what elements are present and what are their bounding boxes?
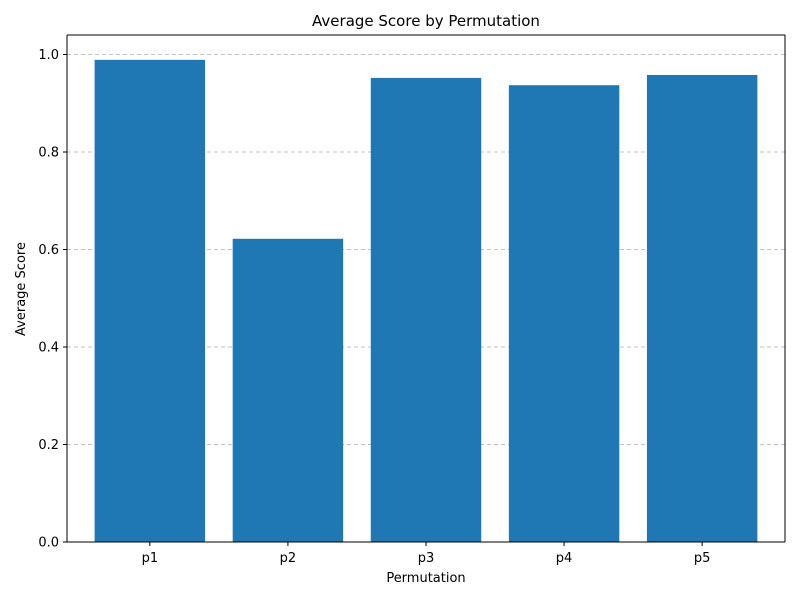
y-tick-label: 0.8 <box>38 146 59 161</box>
y-tick-label: 0.6 <box>38 243 59 258</box>
y-tick-label: 0.2 <box>38 438 59 453</box>
bars <box>94 59 758 543</box>
bar-p5 <box>646 74 758 542</box>
axes <box>66 34 786 543</box>
bar-p3 <box>370 77 482 543</box>
y-ticks: 0.0 0.2 0.4 0.6 0.8 1.0 <box>38 48 67 551</box>
bar-p1 <box>94 59 206 543</box>
bar-p4 <box>508 85 620 543</box>
x-tick-label: p5 <box>694 551 711 566</box>
bar-p2 <box>232 238 344 542</box>
x-axis-label: Permutation <box>386 571 465 586</box>
y-tick-label: 0.4 <box>38 341 59 356</box>
y-tick-label: 0.0 <box>38 536 59 551</box>
x-tick-label: p3 <box>418 551 435 566</box>
y-tick-label: 1.0 <box>38 48 59 63</box>
x-tick-label: p2 <box>280 551 297 566</box>
y-axis-label: Average Score <box>14 242 29 336</box>
x-tick-label: p4 <box>556 551 573 566</box>
x-ticks: p1 p2 p3 p4 p5 <box>142 542 711 566</box>
chart-title: Average Score by Permutation <box>312 12 540 30</box>
x-tick-label: p1 <box>142 551 159 566</box>
